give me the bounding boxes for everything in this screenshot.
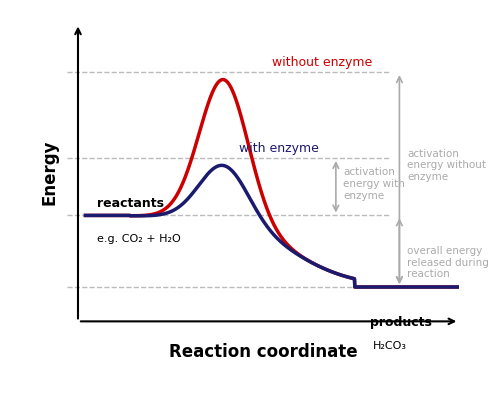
- Text: overall energy
released during
reaction: overall energy released during reaction: [407, 246, 489, 279]
- Text: products: products: [369, 316, 431, 329]
- Text: activation
energy without
enzyme: activation energy without enzyme: [407, 149, 486, 182]
- Text: reactants: reactants: [97, 197, 164, 210]
- Text: without enzyme: without enzyme: [272, 56, 372, 70]
- Text: Energy: Energy: [40, 140, 58, 205]
- Text: Reaction coordinate: Reaction coordinate: [169, 343, 357, 361]
- Text: with enzyme: with enzyme: [239, 142, 319, 155]
- Text: activation
energy with
enzyme: activation energy with enzyme: [343, 167, 405, 201]
- Text: H₂CO₃: H₂CO₃: [373, 341, 407, 352]
- Text: e.g. CO₂ + H₂O: e.g. CO₂ + H₂O: [97, 234, 180, 244]
